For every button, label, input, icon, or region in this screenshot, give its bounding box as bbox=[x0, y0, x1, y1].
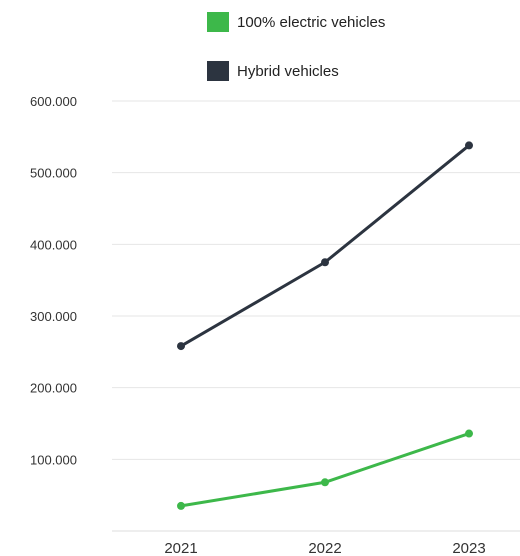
data-point-0-1 bbox=[321, 478, 329, 487]
y-tick-label-0: 100.000 bbox=[30, 452, 77, 467]
series-line-0 bbox=[179, 432, 471, 508]
y-tick-label-2: 300.000 bbox=[30, 309, 77, 324]
data-point-1-0 bbox=[177, 342, 185, 351]
legend-item-hybrid: Hybrid vehicles bbox=[207, 61, 339, 81]
y-tick-label-4: 500.000 bbox=[30, 166, 77, 181]
legend-label-electric: 100% electric vehicles bbox=[237, 13, 386, 31]
y-tick-label-1: 200.000 bbox=[30, 381, 77, 396]
data-point-0-2 bbox=[465, 429, 473, 438]
data-point-0-0 bbox=[177, 501, 185, 510]
legend-swatch-electric bbox=[207, 12, 229, 32]
y-tick-label-3: 400.000 bbox=[30, 237, 77, 252]
legend-item-electric: 100% electric vehicles bbox=[207, 12, 385, 32]
data-point-1-2 bbox=[465, 141, 473, 150]
legend-swatch-hybrid bbox=[207, 61, 229, 81]
data-point-1-1 bbox=[321, 258, 329, 267]
x-tick-label-0: 2021 bbox=[164, 540, 197, 556]
x-tick-label-1: 2022 bbox=[308, 540, 341, 556]
x-tick-label-2: 2023 bbox=[452, 540, 485, 556]
legend-label-hybrid: Hybrid vehicles bbox=[237, 62, 339, 80]
y-tick-label-5: 600.000 bbox=[30, 94, 77, 109]
